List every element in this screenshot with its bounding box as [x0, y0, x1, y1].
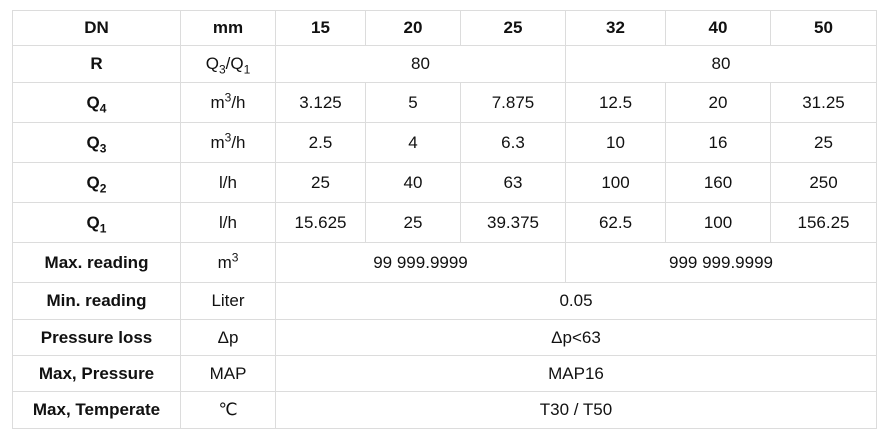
table-cell: 4 — [365, 122, 461, 163]
table-row: Min. reading Liter 0.05 — [12, 282, 877, 320]
text: /Q — [225, 54, 244, 73]
table-cell: 2.5 — [275, 122, 366, 163]
subscript: 3 — [99, 140, 107, 155]
spec-table: DN mm 15 20 25 32 40 50 R Q3/Q1 80 80 Q4 m3/h 3.… — [12, 10, 877, 429]
table-cell: 62.5 — [565, 202, 666, 243]
table-cell: 250 — [770, 162, 877, 203]
table-cell: Q4 — [12, 82, 181, 123]
table-cell: 31.25 — [770, 82, 877, 123]
text: m — [217, 252, 232, 272]
table-cell: Max, Temperate — [12, 391, 181, 429]
table-cell: DN — [12, 10, 181, 46]
table-cell: Δp<63 — [275, 319, 877, 356]
text: Q — [86, 172, 100, 192]
table-cell: 7.875 — [460, 82, 566, 123]
table-cell: m3 — [180, 242, 276, 283]
table-cell: 40 — [665, 10, 771, 46]
table-cell: MAP — [180, 355, 276, 392]
table-cell: 32 — [565, 10, 666, 46]
table-cell: Q3 — [12, 122, 181, 163]
table-cell: 12.5 — [565, 82, 666, 123]
table-cell: 39.375 — [460, 202, 566, 243]
table-cell: Liter — [180, 282, 276, 320]
superscript: 3 — [224, 89, 232, 104]
table-cell: 156.25 — [770, 202, 877, 243]
table-cell: Δp — [180, 319, 276, 356]
subscript: 4 — [99, 100, 107, 115]
table-cell: Q3/Q1 — [180, 45, 276, 83]
table-cell: 20 — [665, 82, 771, 123]
subscript: 1 — [243, 62, 251, 77]
table-cell: m3/h — [180, 82, 276, 123]
table-cell: 80 — [565, 45, 877, 83]
text: m — [210, 132, 225, 152]
superscript: 3 — [224, 129, 232, 144]
table-row: Max. reading m3 99 999.9999 999 999.9999 — [12, 242, 877, 283]
table-row: Q2 l/h 25 40 63 100 160 250 — [12, 162, 877, 203]
table-cell: Q2 — [12, 162, 181, 203]
table-cell: R — [12, 45, 181, 83]
table-cell: Min. reading — [12, 282, 181, 320]
table-cell: 25 — [460, 10, 566, 46]
table-cell: 10 — [565, 122, 666, 163]
text: m — [210, 92, 225, 112]
table-cell: Max. reading — [12, 242, 181, 283]
table-cell: 25 — [770, 122, 877, 163]
table-cell: 6.3 — [460, 122, 566, 163]
table-cell: 16 — [665, 122, 771, 163]
table-row: Q4 m3/h 3.125 5 7.875 12.5 20 31.25 — [12, 82, 877, 123]
table-cell: 160 — [665, 162, 771, 203]
table-cell: 20 — [365, 10, 461, 46]
table-cell: 25 — [275, 162, 366, 203]
table-cell: 15.625 — [275, 202, 366, 243]
table-cell: 100 — [565, 162, 666, 203]
table-cell: 25 — [365, 202, 461, 243]
table-row: Q1 l/h 15.625 25 39.375 62.5 100 156.25 — [12, 202, 877, 243]
table-cell: mm — [180, 10, 276, 46]
table-cell: Pressure loss — [12, 319, 181, 356]
text: Q — [86, 212, 100, 232]
table-cell: m3/h — [180, 122, 276, 163]
subscript: 3 — [218, 62, 226, 77]
table-cell: 15 — [275, 10, 366, 46]
table-row: Q3 m3/h 2.5 4 6.3 10 16 25 — [12, 122, 877, 163]
table-cell: 40 — [365, 162, 461, 203]
text: Q — [86, 132, 100, 152]
table-cell: 80 — [275, 45, 566, 83]
table-cell: 0.05 — [275, 282, 877, 320]
table-row: Pressure loss Δp Δp<63 — [12, 319, 877, 356]
table-cell: ℃ — [180, 391, 276, 429]
table-row: Max, Pressure MAP MAP16 — [12, 355, 877, 392]
table-cell: l/h — [180, 162, 276, 203]
text: Q — [205, 54, 219, 73]
text: /h — [231, 132, 246, 152]
table-row: DN mm 15 20 25 32 40 50 — [12, 10, 877, 46]
superscript: 3 — [231, 249, 239, 264]
table-cell: l/h — [180, 202, 276, 243]
text: /h — [231, 92, 246, 112]
table-cell: MAP16 — [275, 355, 877, 392]
subscript: 2 — [99, 180, 107, 195]
table-cell: 100 — [665, 202, 771, 243]
table-cell: Q1 — [12, 202, 181, 243]
table-cell: 3.125 — [275, 82, 366, 123]
table-cell: 50 — [770, 10, 877, 46]
table-cell: 999 999.9999 — [565, 242, 877, 283]
table-cell: 5 — [365, 82, 461, 123]
table-cell: Max, Pressure — [12, 355, 181, 392]
subscript: 1 — [99, 220, 107, 235]
table-row: R Q3/Q1 80 80 — [12, 45, 877, 83]
text: Q — [86, 92, 100, 112]
table-row: Max, Temperate ℃ T30 / T50 — [12, 391, 877, 429]
table-cell: 99 999.9999 — [275, 242, 566, 283]
table-cell: T30 / T50 — [275, 391, 877, 429]
table-cell: 63 — [460, 162, 566, 203]
